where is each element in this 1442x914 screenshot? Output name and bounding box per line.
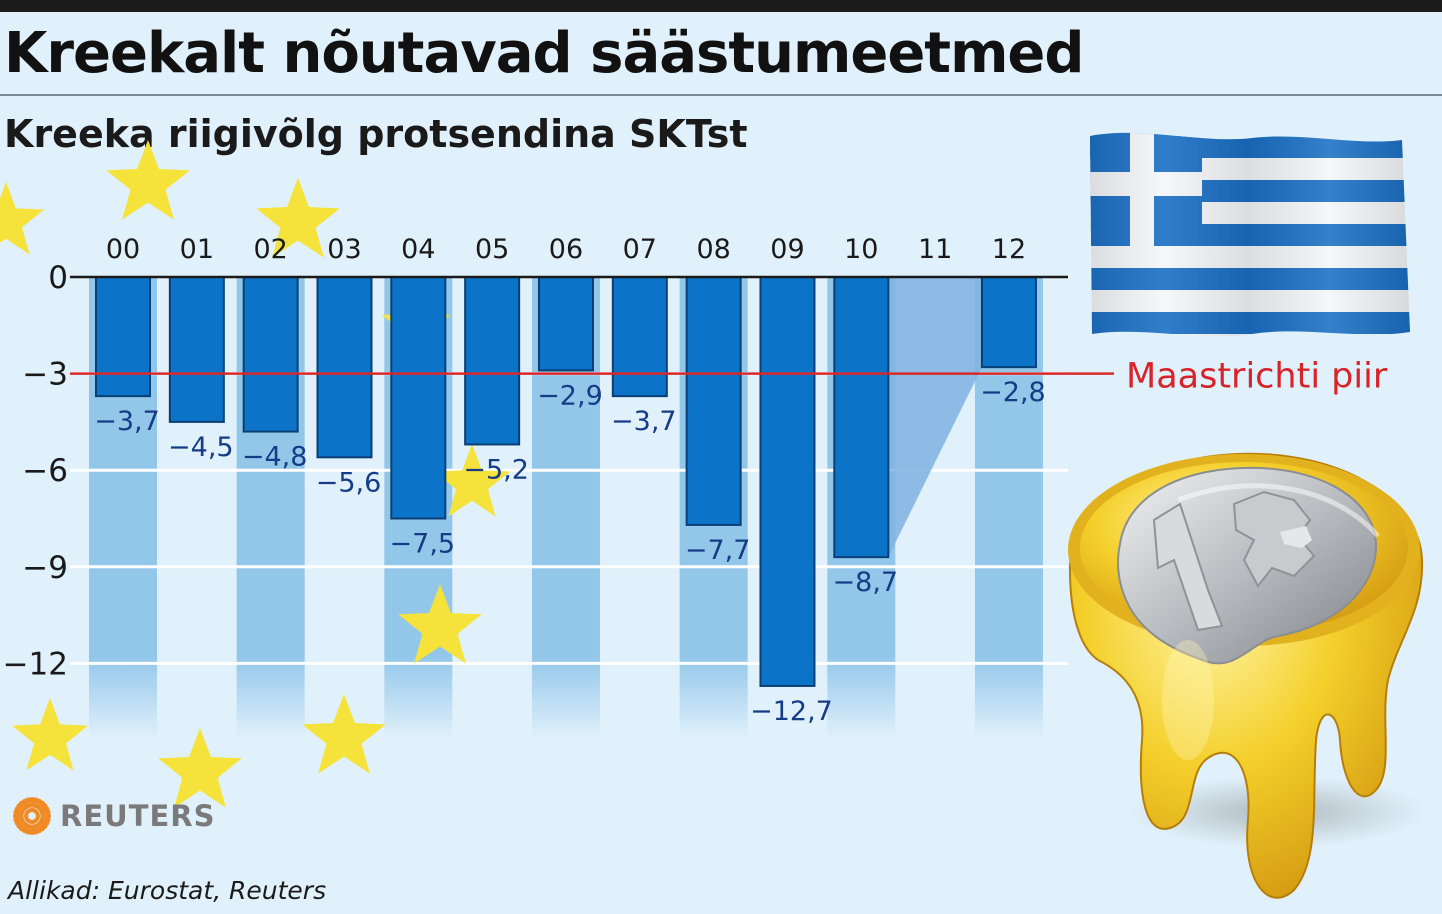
reuters-dots-icon <box>13 797 51 835</box>
greek-flag-illustration <box>1090 132 1410 337</box>
bar-value-label: −2,9 <box>537 380 603 411</box>
bar-01 <box>168 276 225 423</box>
bar-value-label: −7,7 <box>685 535 751 566</box>
x-tick-label: 12 <box>992 234 1026 265</box>
bar-09 <box>759 276 816 687</box>
projection-area <box>888 277 982 558</box>
x-tick-label: 06 <box>549 234 583 265</box>
bar-value-label: −5,6 <box>316 467 382 498</box>
x-tick-label: 05 <box>475 234 509 265</box>
reuters-logo: REUTERS <box>10 794 216 838</box>
bar-value-label: −3,7 <box>611 406 677 437</box>
x-tick-label: 07 <box>623 234 657 265</box>
bar-value-label: −4,5 <box>168 432 234 463</box>
x-tick-label: 02 <box>253 234 287 265</box>
eu-star-icon <box>12 698 88 771</box>
bar-value-label: −5,2 <box>463 454 529 485</box>
bar-02 <box>242 276 299 433</box>
bar-value-label: −7,5 <box>390 529 456 560</box>
reuters-wordmark: REUTERS <box>60 799 216 833</box>
bar-value-label: −8,7 <box>833 567 899 598</box>
y-tick-label: −9 <box>22 550 68 586</box>
x-tick-label: 11 <box>918 234 952 265</box>
x-tick-label: 03 <box>327 234 361 265</box>
y-tick-label: −3 <box>22 357 68 393</box>
bar-value-label: −12,7 <box>750 696 833 727</box>
title-divider <box>0 94 1442 96</box>
bar-00 <box>95 276 151 398</box>
bar-04 <box>390 276 447 520</box>
chart-subtitle: Kreeka riigivõlg protsendina SKTst <box>4 112 748 156</box>
y-tick-label: −6 <box>22 453 68 489</box>
bar-07 <box>611 276 668 398</box>
bar-05 <box>464 276 521 446</box>
x-tick-label: 10 <box>844 234 878 265</box>
eu-star-icon <box>0 182 44 255</box>
page-title: Kreekalt nõutavad säästumeetmed <box>4 21 1084 86</box>
melting-euro-coin-illustration <box>1068 452 1428 899</box>
x-tick-label: 00 <box>106 234 140 265</box>
x-tick-label: 04 <box>401 234 435 265</box>
bar-06 <box>537 276 594 372</box>
x-tick-label: 08 <box>696 234 730 265</box>
eu-star-icon <box>434 444 510 517</box>
maastricht-limit-label: Maastrichti piir <box>1126 357 1388 397</box>
eu-star-icon <box>302 694 386 774</box>
bar-12 <box>980 276 1037 369</box>
eu-star-icon <box>106 140 190 220</box>
bar-03 <box>316 276 373 459</box>
bar-value-label: −2,8 <box>980 377 1046 408</box>
eu-star-icon <box>256 178 340 258</box>
bar-value-label: −3,7 <box>94 406 160 437</box>
x-tick-label: 09 <box>770 234 804 265</box>
x-tick-label: 01 <box>180 234 214 265</box>
source-note: Allikad: Eurostat, Reuters <box>8 876 327 905</box>
y-tick-label: −12 <box>3 646 68 682</box>
eu-star-icon <box>398 584 482 664</box>
bar-value-label: −4,8 <box>242 442 308 473</box>
y-tick-label: 0 <box>48 260 68 296</box>
top-rule <box>0 0 1442 12</box>
bar-08 <box>685 276 742 526</box>
eu-star-icon <box>158 728 242 808</box>
bar-10 <box>833 276 890 559</box>
